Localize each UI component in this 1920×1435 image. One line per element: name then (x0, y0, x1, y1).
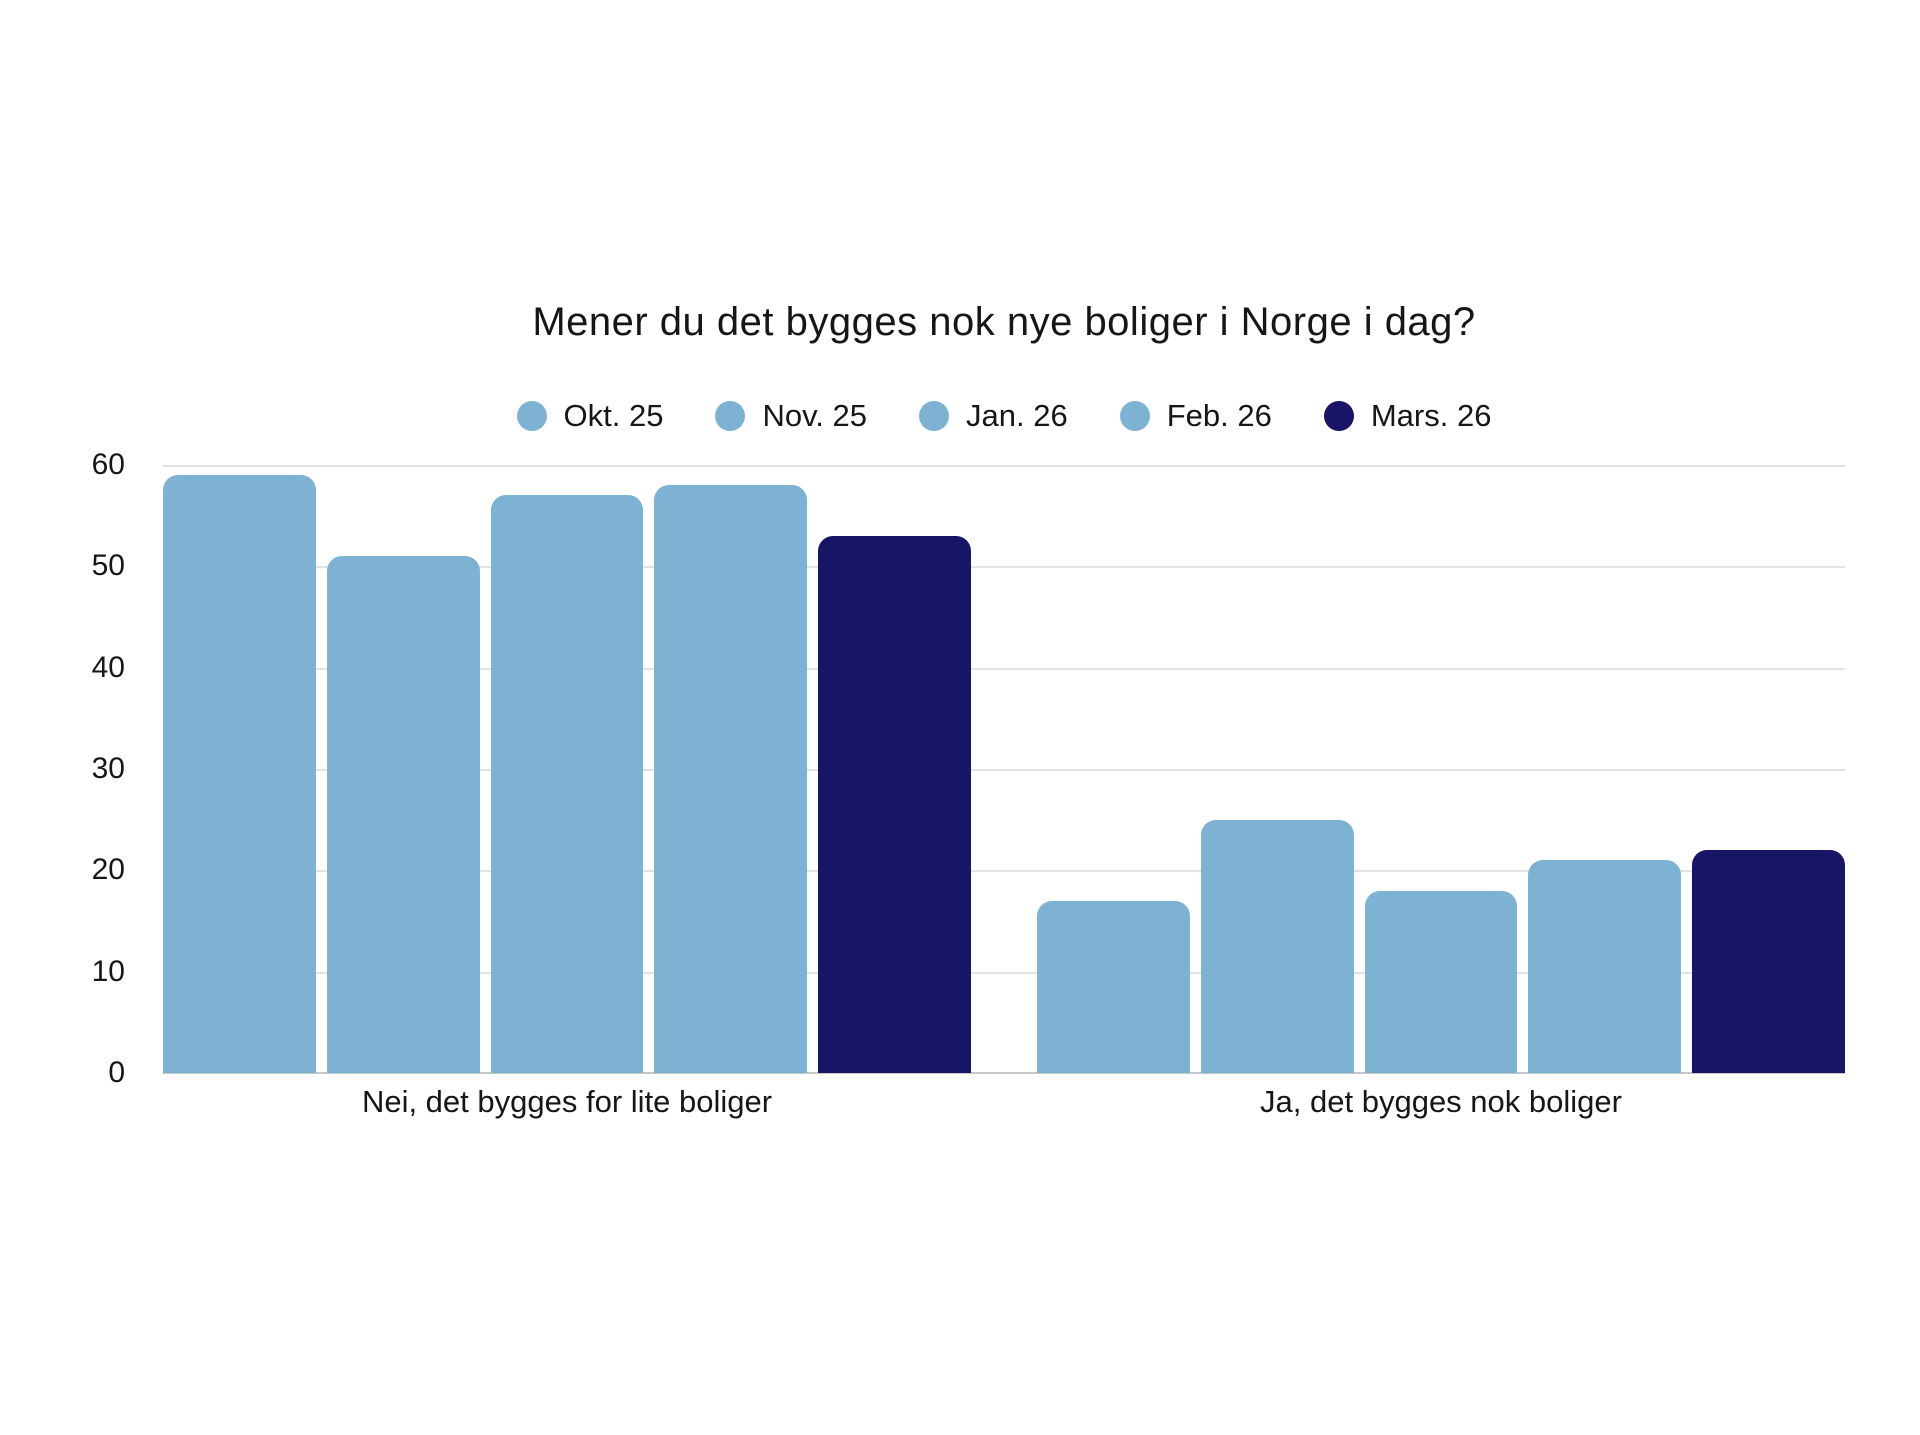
y-tick-label-60: 60 (91, 448, 125, 481)
gridline-20 (163, 870, 1845, 872)
gridline-10 (163, 972, 1845, 974)
gridline-40 (163, 668, 1845, 670)
bars-layer (163, 465, 1845, 1073)
bar-group-ja-det-bygges-nok-boliger (1037, 465, 1845, 1073)
legend-item-feb-26: Feb. 26 (1119, 398, 1272, 434)
gridline-0 (163, 1072, 1845, 1074)
category-label-ja-det-bygges-nok-boliger: Ja, det bygges nok boliger (1260, 1084, 1622, 1119)
y-tick-label-40: 40 (91, 651, 125, 684)
legend-item-nov-25: Nov. 25 (715, 398, 867, 434)
legend-item-okt-25: Okt. 25 (516, 398, 664, 434)
bar-ja-det-bygges-nok-boliger-jan-26 (1364, 891, 1518, 1073)
legend-label: Jan. 26 (966, 398, 1068, 433)
legend-marker-icon (516, 401, 547, 431)
legend: Okt. 25 Nov. 25 Jan. 26 Feb. 26 Mars. 26 (163, 398, 1845, 434)
plot-area: 0 10 20 30 40 50 60 (92, 450, 1845, 1088)
category-label-nei-det-bygges-for-lite-boliger: Nei, det bygges for lite boliger (361, 1084, 773, 1119)
bar-nei-det-bygges-for-lite-boliger-nov-25 (326, 556, 480, 1073)
legend-item-jan-26: Jan. 26 (919, 398, 1068, 434)
y-tick-label-50: 50 (91, 549, 125, 582)
bar-nei-det-bygges-for-lite-boliger-mars-26 (818, 536, 971, 1073)
y-tick-label-20: 20 (91, 853, 125, 886)
gridline-50 (163, 566, 1845, 568)
y-tick-label-0: 0 (108, 1056, 125, 1089)
legend-marker-icon (715, 401, 746, 431)
bar-nei-det-bygges-for-lite-boliger-feb-26 (654, 485, 808, 1073)
y-tick-label-30: 30 (91, 752, 125, 785)
legend-marker-icon (1323, 401, 1354, 431)
bar-ja-det-bygges-nok-boliger-mars-26 (1692, 850, 1845, 1073)
legend-label: Mars. 26 (1370, 398, 1492, 433)
legend-label: Nov. 25 (762, 398, 868, 433)
legend-item-mars-26: Mars. 26 (1323, 398, 1492, 434)
legend-marker-icon (919, 401, 950, 431)
bar-group-nei-det-bygges-for-lite-boliger (163, 465, 971, 1073)
bar-ja-det-bygges-nok-boliger-nov-25 (1200, 820, 1354, 1073)
bar-nei-det-bygges-for-lite-boliger-okt-25 (163, 475, 316, 1073)
gridline-60 (163, 465, 1845, 467)
legend-marker-icon (1119, 401, 1150, 431)
legend-label: Okt. 25 (563, 398, 664, 433)
bar-ja-det-bygges-nok-boliger-okt-25 (1037, 901, 1190, 1073)
bar-nei-det-bygges-for-lite-boliger-jan-26 (490, 495, 644, 1073)
y-tick-label-10: 10 (91, 955, 125, 988)
chart-title: Mener du det bygges nok nye boliger i No… (532, 300, 1476, 344)
legend-label: Feb. 26 (1166, 398, 1272, 433)
bar-ja-det-bygges-nok-boliger-feb-26 (1528, 860, 1682, 1073)
gridline-30 (163, 769, 1845, 771)
